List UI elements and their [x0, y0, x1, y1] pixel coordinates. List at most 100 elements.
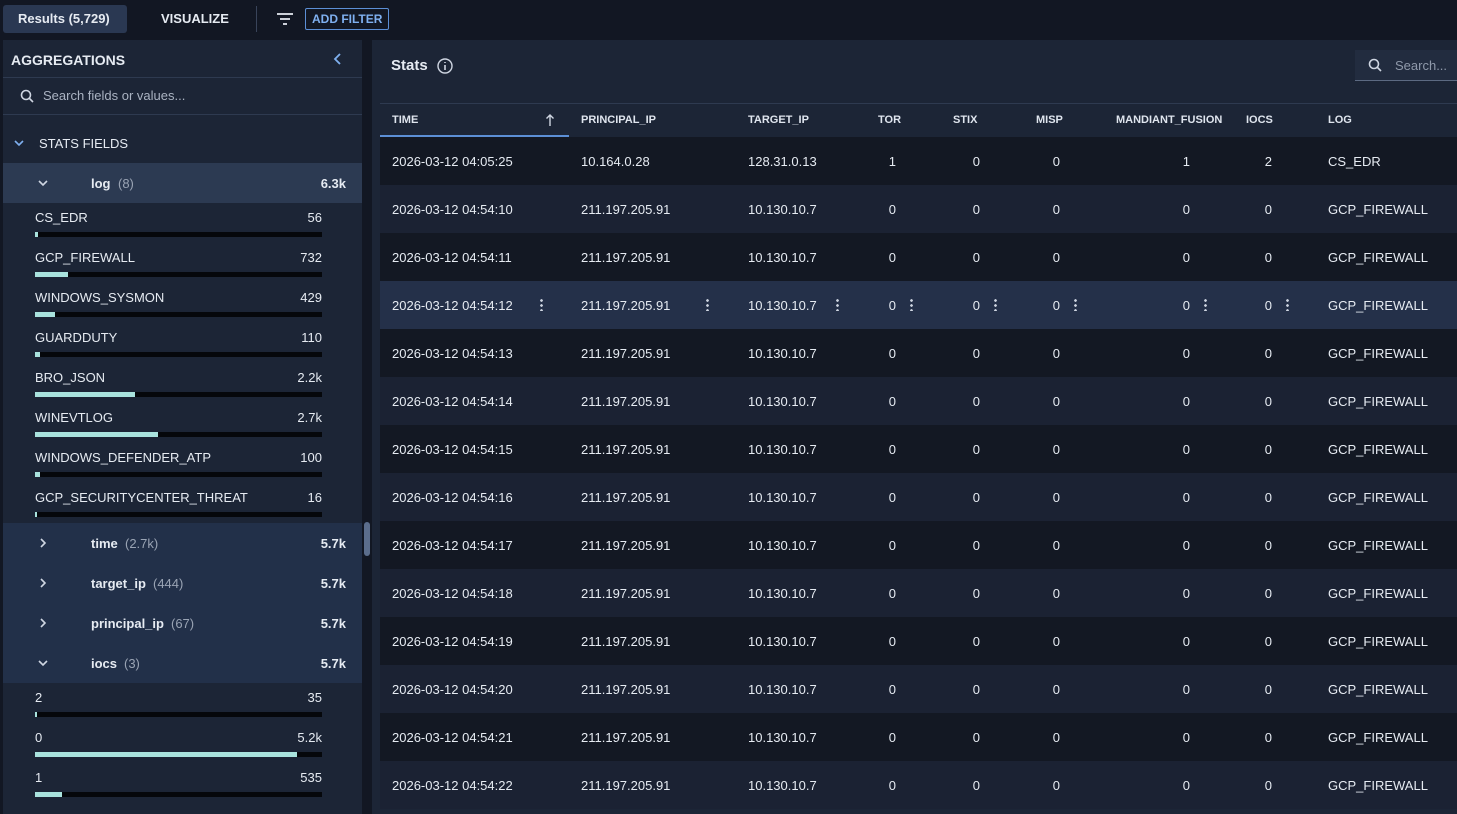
table-row[interactable] — [380, 617, 1457, 665]
column-header[interactable]: TIME — [392, 114, 419, 126]
group-row[interactable] — [3, 643, 362, 683]
group-row[interactable] — [3, 523, 362, 563]
chevron-right[interactable] — [37, 577, 49, 589]
group-name: log — [91, 176, 111, 191]
table-cell: 0 — [1182, 730, 1190, 745]
table-row[interactable] — [380, 185, 1457, 233]
filter-icon[interactable] — [275, 11, 295, 27]
chevron-down[interactable] — [37, 657, 49, 669]
group-name: iocs — [91, 656, 118, 671]
results-tab[interactable] — [3, 5, 127, 33]
table-cell: 0 — [1052, 442, 1060, 457]
column-header[interactable]: LOG — [1328, 114, 1352, 126]
table-cell: 0 — [1052, 586, 1060, 601]
column-header[interactable]: MANDIANT_FUSION — [1116, 114, 1223, 126]
cell-menu[interactable] — [910, 298, 913, 311]
chevron-down[interactable] — [13, 139, 25, 149]
sort-arrow[interactable] — [545, 113, 555, 127]
chevron-right[interactable] — [37, 617, 49, 629]
table-cell: 0 — [1052, 202, 1060, 217]
visualize-tab[interactable]: VISUALIZE — [161, 11, 229, 26]
table-cell: GCP_FIREWALL — [1328, 250, 1428, 265]
collapse-icon[interactable] — [332, 52, 344, 66]
table-cell: 0 — [1182, 250, 1190, 265]
item-label: GUARDDUTY — [35, 330, 118, 345]
column-header[interactable]: PRINCIPAL_IP — [581, 114, 656, 126]
column-header[interactable]: TARGET_IP — [748, 114, 809, 126]
table-row[interactable] — [380, 665, 1457, 713]
chevron-down[interactable] — [37, 177, 49, 189]
table-row[interactable] — [380, 473, 1457, 521]
bar — [35, 712, 37, 717]
table-cell: 0 — [972, 202, 980, 217]
table-cell: 10.164.0.28 — [581, 154, 650, 169]
group-row[interactable] — [3, 563, 362, 603]
group-row[interactable] — [3, 163, 362, 203]
table-cell: 0 — [1052, 538, 1060, 553]
table-row[interactable] — [380, 233, 1457, 281]
table-row[interactable] — [380, 569, 1457, 617]
cell-menu[interactable] — [1074, 298, 1077, 311]
table-cell: 0 — [1182, 346, 1190, 361]
group-row[interactable] — [3, 603, 362, 643]
table-cell: 0 — [1052, 490, 1060, 505]
table-cell: 0 — [888, 346, 896, 361]
table-cell: 0 — [888, 250, 896, 265]
table-cell: 0 — [1182, 442, 1190, 457]
table-cell: 2026-03-12 04:54:21 — [392, 730, 513, 745]
info-icon[interactable] — [436, 57, 454, 75]
cell-menu[interactable] — [1286, 298, 1289, 311]
bar — [35, 232, 38, 237]
cell-menu[interactable] — [706, 298, 709, 311]
cell-menu[interactable] — [994, 298, 997, 311]
bar-track — [35, 712, 322, 717]
add-filter-button[interactable]: ADD FILTER — [305, 8, 390, 30]
search-field[interactable]: Search fields or values... — [43, 88, 186, 103]
table-cell: 0 — [888, 682, 896, 697]
table-row[interactable] — [380, 281, 1457, 329]
table-cell: 0 — [1182, 586, 1190, 601]
cell-menu[interactable] — [1204, 298, 1207, 311]
chevron-right[interactable] — [37, 537, 49, 549]
table-cell: 0 — [1264, 202, 1272, 217]
bar — [35, 312, 55, 317]
table-cell: 211.197.205.91 — [581, 442, 671, 457]
table-cell: GCP_FIREWALL — [1328, 298, 1428, 313]
cell-menu[interactable] — [540, 298, 543, 311]
table-cell: 211.197.205.91 — [581, 346, 671, 361]
table-cell: 0 — [972, 586, 980, 601]
column-header[interactable]: STIX — [953, 114, 978, 126]
table-cell: 2026-03-12 04:54:16 — [392, 490, 513, 505]
item-count: 100 — [300, 450, 322, 465]
table-cell: 211.197.205.91 — [581, 634, 671, 649]
group-count: (2.7k) — [125, 536, 159, 551]
table-cell: 0 — [1052, 298, 1060, 313]
table-row[interactable] — [380, 425, 1457, 473]
table-cell: GCP_FIREWALL — [1328, 778, 1428, 793]
cell-menu[interactable] — [836, 298, 839, 311]
table-row[interactable] — [380, 377, 1457, 425]
table-row[interactable] — [380, 521, 1457, 569]
column-header[interactable]: MISP — [1036, 114, 1063, 126]
table-row[interactable] — [380, 329, 1457, 377]
item-count: 5.2k — [297, 730, 322, 745]
stats-search[interactable] — [1355, 50, 1457, 81]
table-cell: 0 — [1264, 778, 1272, 793]
table-cell: 0 — [1182, 538, 1190, 553]
scroll-handle[interactable] — [364, 522, 370, 556]
table-cell: 0 — [1052, 682, 1060, 697]
table-row[interactable] — [380, 713, 1457, 761]
table-cell: 0 — [888, 586, 896, 601]
table-row[interactable] — [380, 761, 1457, 809]
table-cell: 211.197.205.91 — [581, 730, 671, 745]
table-cell: 10.130.10.7 — [748, 490, 817, 505]
column-header[interactable]: IOCS — [1246, 114, 1273, 126]
table-cell: 10.130.10.7 — [748, 538, 817, 553]
group-total: 5.7k — [320, 616, 346, 631]
bar-track — [35, 512, 322, 517]
column-header[interactable]: TOR — [878, 114, 902, 126]
table-cell: 0 — [888, 442, 896, 457]
table-row[interactable] — [380, 137, 1457, 185]
table-cell: 0 — [972, 490, 980, 505]
item-label: WINEVTLOG — [35, 410, 114, 425]
